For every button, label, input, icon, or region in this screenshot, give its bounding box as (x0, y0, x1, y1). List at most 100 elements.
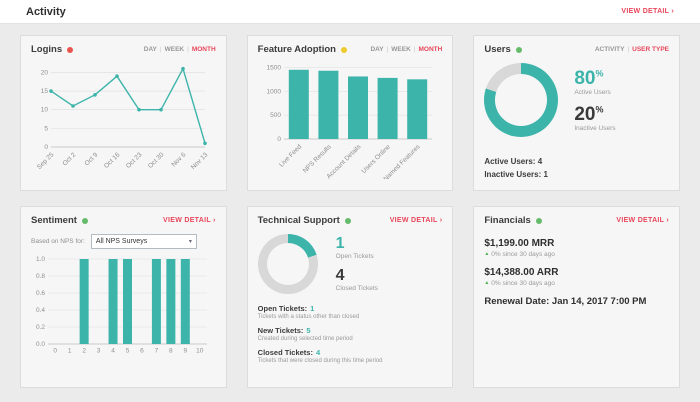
logins-toggle-month[interactable]: MONTH (191, 46, 216, 53)
svg-text:0.2: 0.2 (36, 324, 45, 331)
svg-text:0: 0 (277, 136, 281, 143)
technical-support-view-detail-link[interactable]: VIEW DETAIL › (389, 217, 443, 224)
tickets-chart-area: 1 Open Tickets 4 Closed Tickets (257, 234, 443, 294)
note-value: 5 (306, 326, 311, 335)
svg-text:7: 7 (155, 348, 159, 355)
svg-text:Nov 13: Nov 13 (190, 151, 210, 171)
financials-status-icon (535, 217, 542, 224)
logins-toggle-week[interactable]: WEEK (164, 46, 185, 53)
sentiment-status-icon (81, 217, 88, 224)
mrr-value: $1,199.00 MRR (484, 238, 555, 249)
tickets-donut-chart (257, 234, 318, 294)
active-users-percent-value: 80 (574, 67, 596, 89)
closed-tickets-note: Closed Tickets: 4 Tickets that were close… (258, 348, 443, 364)
sentiment-chart-area: 0.0 0.2 0.4 0.6 0.8 1.0 0 1 2 3 4 5 6 7 8 9 10 (31, 255, 216, 355)
svg-text:0.4: 0.4 (36, 307, 45, 314)
feature-adoption-chart-area: 0 500 1000 1500 Live Feed NPS Results Account … (258, 59, 443, 179)
svg-text:1500: 1500 (266, 64, 281, 71)
note-label: Open Tickets: (257, 304, 308, 313)
note-value: 1 (310, 304, 315, 313)
svg-text:10: 10 (41, 107, 49, 114)
donut-hole (495, 74, 548, 126)
inactive-users-pct-block: 20% Inactive Users (574, 105, 615, 132)
logins-title: Logins (31, 44, 63, 55)
users-toggle-activity[interactable]: ACTIVITY (594, 46, 625, 53)
feature-adoption-range-toggle: DAY WEEK MONTH (370, 46, 442, 53)
mrr-item: $1,199.00 MRR 0% since 30 days ago (484, 238, 669, 258)
logins-toggle-day[interactable]: DAY (143, 46, 157, 53)
active-users-percent: 80% (574, 69, 615, 88)
svg-text:0: 0 (53, 348, 57, 355)
users-summary: Active Users: 4 Inactive Users: 1 (484, 147, 669, 182)
svg-text:3: 3 (97, 348, 101, 355)
svg-text:Sep 25: Sep 25 (36, 151, 56, 171)
inactive-users-count: Inactive Users: 1 (484, 170, 548, 180)
sentiment-bar-chart: 0.0 0.2 0.4 0.6 0.8 1.0 0 1 2 3 4 5 6 7 8 9 10 (36, 256, 207, 355)
svg-text:Oct 30: Oct 30 (147, 151, 166, 170)
svg-text:4: 4 (111, 348, 115, 355)
svg-text:Users Online: Users Online (360, 143, 392, 175)
logins-panel-header: Logins DAY WEEK MONTH (31, 44, 216, 55)
feature-adoption-panel-header: Feature Adoption DAY WEEK MONTH (258, 44, 443, 55)
logins-line-chart: 0 5 10 15 20 Sep 25 Oct 2 Oct 9 Oct 16 Oct 23 Oct … (36, 66, 210, 171)
svg-text:Oct 2: Oct 2 (61, 151, 77, 167)
arr-item: $14,388.00 ARR 0% since 30 days ago (484, 267, 669, 287)
svg-text:1000: 1000 (266, 88, 281, 95)
feature-adoption-toggle-week[interactable]: WEEK (391, 46, 411, 53)
feature-adoption-title: Feature Adoption (257, 44, 336, 55)
sentiment-panel: Sentiment VIEW DETAIL › Based on NPS for… (20, 206, 227, 388)
financials-view-detail-link[interactable]: VIEW DETAIL › (616, 217, 669, 224)
feature-adoption-panel: Feature Adoption DAY WEEK MONTH 0 500 1000… (246, 35, 454, 191)
svg-text:9: 9 (184, 348, 188, 355)
svg-text:0.0: 0.0 (36, 341, 45, 348)
nps-filter-row: Based on NPS for: All NPS Surveys (31, 234, 216, 249)
svg-text:0.8: 0.8 (36, 273, 45, 280)
toggle-separator (160, 46, 162, 53)
closed-tickets-label: Closed Tickets (335, 285, 378, 292)
financials-panel-header: Financials VIEW DETAIL › (484, 215, 669, 226)
logins-panel: Logins DAY WEEK MONTH 0 5 10 15 20 Sep 25 Oct … (20, 35, 227, 191)
svg-text:2: 2 (82, 348, 86, 355)
nps-survey-select[interactable]: All NPS Surveys (90, 234, 197, 249)
nps-filter-label: Based on NPS for: (31, 238, 85, 245)
users-panel-header: Users ACTIVITY USER TYPE (484, 44, 669, 55)
active-users-count: Active Users: 4 (484, 156, 543, 166)
technical-support-panel-header: Technical Support VIEW DETAIL › (258, 215, 443, 226)
arrow-up-icon (484, 281, 489, 286)
activity-view-detail-link[interactable]: VIEW DETAIL › (621, 8, 674, 15)
mrr-delta: 0% since 30 days ago (484, 251, 669, 258)
technical-support-panel: Technical Support VIEW DETAIL › 1 Open T… (246, 206, 454, 388)
svg-text:1: 1 (68, 348, 72, 355)
users-legend: 80% Active Users 20% Inactive Users (574, 69, 615, 132)
feature-adoption-toggle-day[interactable]: DAY (370, 46, 384, 53)
note-label: Closed Tickets: (257, 348, 313, 357)
nps-survey-select-value: All NPS Surveys (95, 238, 148, 245)
financials-title: Financials (484, 215, 531, 226)
inactive-users-percent: 20% (574, 105, 615, 124)
financials-body: $1,199.00 MRR 0% since 30 days ago $14,3… (484, 238, 669, 307)
toggle-separator (414, 46, 416, 53)
logins-status-icon (67, 46, 74, 53)
note-description: Tickets that were closed during this tim… (257, 358, 383, 364)
closed-tickets-stat: 4 Closed Tickets (335, 268, 378, 293)
open-tickets-stat: 1 Open Tickets (336, 236, 378, 261)
svg-text:Oct 16: Oct 16 (103, 151, 122, 170)
logins-range-toggle: DAY WEEK MONTH (144, 46, 216, 53)
mrr-delta-text: 0% since 30 days ago (491, 251, 555, 258)
feature-adoption-toggle-month[interactable]: MONTH (418, 46, 443, 53)
svg-text:5: 5 (126, 348, 130, 355)
users-toggle-user-type[interactable]: USER TYPE (632, 46, 669, 53)
ticket-stats: 1 Open Tickets 4 Closed Tickets (335, 236, 378, 293)
sentiment-view-detail-link[interactable]: VIEW DETAIL › (163, 217, 216, 224)
users-view-toggle: ACTIVITY USER TYPE (595, 46, 669, 53)
svg-text:0: 0 (44, 144, 48, 151)
note-description: Tickets with a status other than closed (257, 314, 360, 320)
users-status-icon (515, 46, 522, 53)
open-tickets-note: Open Tickets: 1 Tickets with a status oth… (258, 304, 443, 320)
svg-text:0.6: 0.6 (36, 290, 45, 297)
percent-sign: % (595, 104, 604, 115)
inactive-users-percent-value: 20 (574, 103, 596, 125)
svg-text:NPS Results: NPS Results (301, 143, 333, 175)
